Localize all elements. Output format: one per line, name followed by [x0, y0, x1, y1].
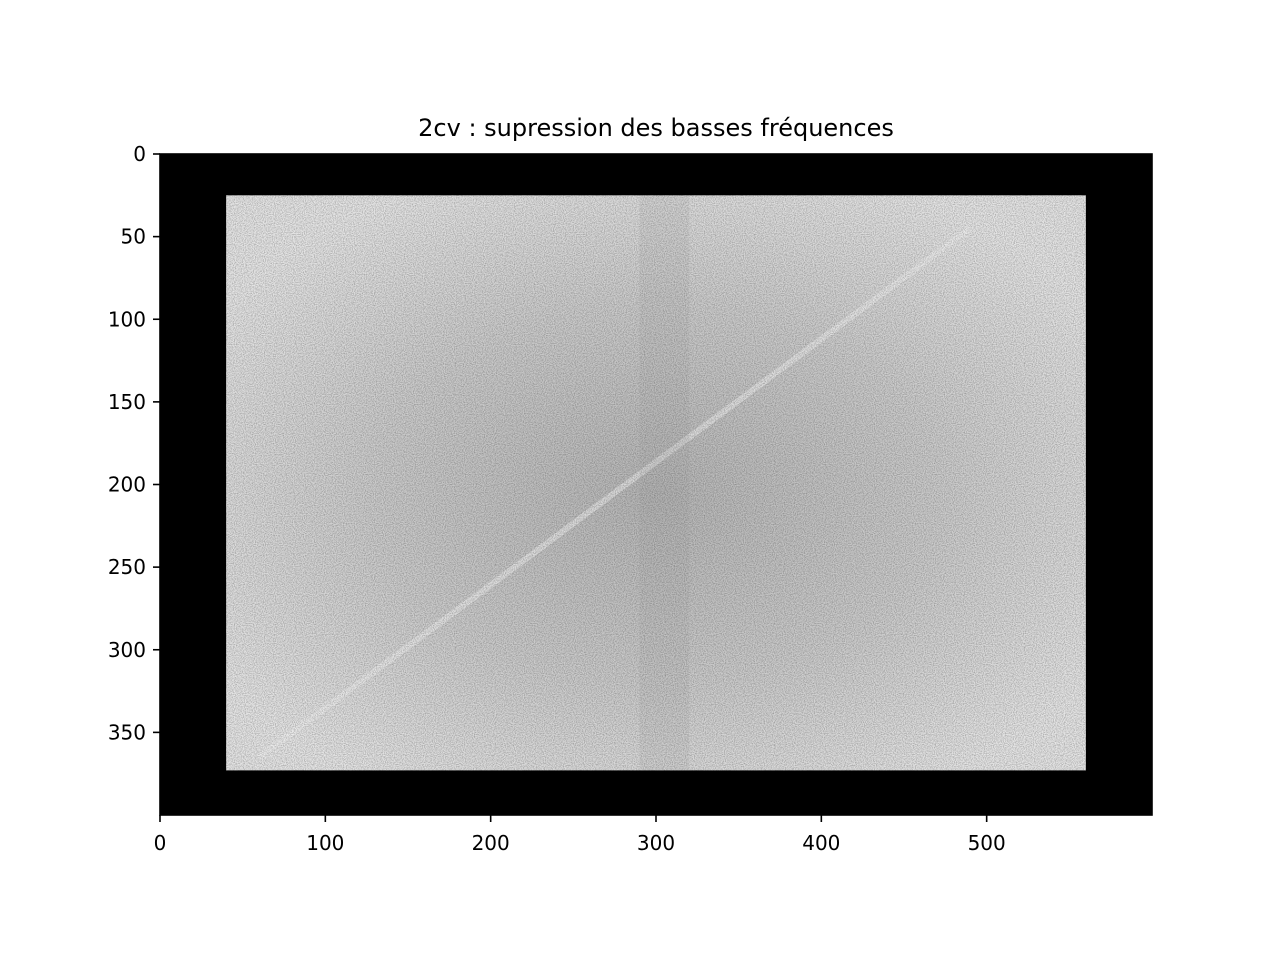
y-tick-label-250: 250 — [108, 555, 146, 579]
x-tick-label-500: 500 — [968, 831, 1006, 855]
x-tick-label-300: 300 — [637, 831, 675, 855]
y-tick-label-200: 200 — [108, 473, 146, 497]
plot-area — [159, 153, 1153, 816]
x-tick-label-400: 400 — [802, 831, 840, 855]
x-tick-label-0: 0 — [154, 831, 167, 855]
chart-title: 2cv : supression des basses fréquences — [418, 114, 894, 142]
y-tick-label-300: 300 — [108, 638, 146, 662]
y-axis: 0 50 100 150 200 250 300 350 — [108, 142, 160, 744]
y-tick-label-0: 0 — [133, 142, 146, 166]
spectrum-noise — [226, 195, 1086, 771]
y-tick-label-50: 50 — [121, 225, 146, 249]
x-tick-label-100: 100 — [306, 831, 344, 855]
y-tick-label-350: 350 — [108, 720, 146, 744]
x-axis: 0 100 200 300 400 500 — [154, 815, 1006, 855]
y-tick-label-100: 100 — [108, 307, 146, 331]
x-tick-label-200: 200 — [472, 831, 510, 855]
y-tick-label-150: 150 — [108, 390, 146, 414]
